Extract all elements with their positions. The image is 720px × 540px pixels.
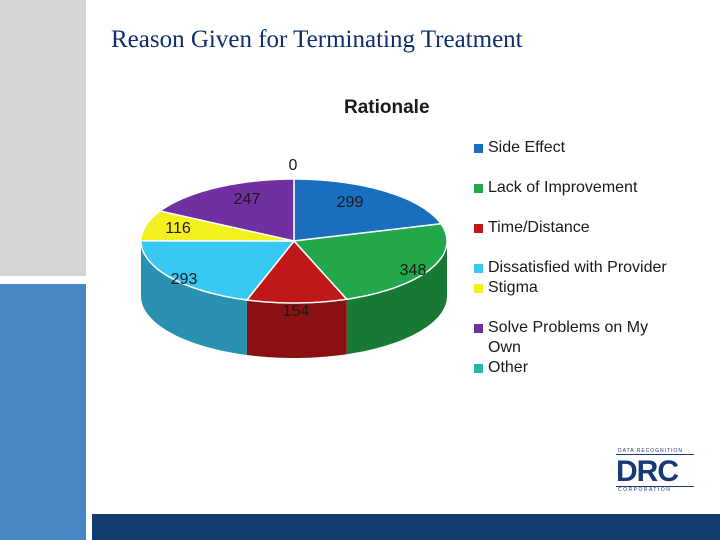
logo-rule-bottom <box>616 486 694 487</box>
logo-rule-top <box>616 454 694 455</box>
legend-swatch-time-distance <box>474 224 483 233</box>
pie-side-walls <box>141 241 447 358</box>
pie-slice-time-distance <box>245 239 349 304</box>
sidebar-divider <box>86 0 90 540</box>
pie-slice-side-effect <box>293 178 443 242</box>
legend-item-stigma: Stigma <box>474 278 684 298</box>
legend-label-dissatisfied: Dissatisfied with Provider <box>488 259 667 276</box>
pie-top-faces <box>140 178 448 304</box>
data-label-solve-problems-on-my-own: 247 <box>234 191 261 208</box>
pie-slice-solve-problems-on-my-own <box>158 178 295 242</box>
logo-bottom-text: CORPORATION <box>618 487 672 493</box>
chart-title: Rationale <box>344 97 430 118</box>
legend-swatch-solve-problems <box>474 324 483 333</box>
legend-swatch-dissatisfied <box>474 264 483 273</box>
legend-item-solve-problems: Solve Problems on My Own <box>474 318 684 358</box>
data-label-time-distance: 154 <box>283 303 310 320</box>
sidebar-lower-panel <box>0 284 86 540</box>
legend-swatch-other <box>474 364 483 373</box>
footer-bar <box>92 514 720 540</box>
pie-side-dissatisfied-with-provider <box>141 241 247 355</box>
slide-title: Reason Given for Terminating Treatment <box>111 26 523 53</box>
pie-data-labels: 299 348 154 293 116 247 0 <box>165 157 426 320</box>
logo-main-text: DRC <box>616 455 679 488</box>
legend-label-lack-of-improvement: Lack of Improvement <box>488 179 638 196</box>
chart-legend: Side Effect Lack of Improvement Time/Dis… <box>474 138 684 378</box>
data-label-stigma: 116 <box>165 220 191 237</box>
legend-label-time-distance: Time/Distance <box>488 219 590 236</box>
pie-slice-lack-of-improvement <box>292 223 448 300</box>
pie-slice-dissatisfied-with-provider <box>140 239 296 301</box>
logo-top-text: DATA RECOGNITION <box>618 448 683 454</box>
data-label-other: 0 <box>289 157 298 174</box>
legend-swatch-stigma <box>474 284 483 293</box>
drc-logo: DATA RECOGNITION DRC CORPORATION <box>616 448 696 498</box>
footer-bar-gap <box>86 514 92 540</box>
legend-swatch-side-effect <box>474 144 483 153</box>
legend-swatch-lack-of-improvement <box>474 184 483 193</box>
legend-item-time-distance: Time/Distance <box>474 218 684 238</box>
legend-item-dissatisfied: Dissatisfied with Provider <box>474 258 684 278</box>
data-label-side-effect: 299 <box>337 194 364 211</box>
legend-label-stigma: Stigma <box>488 279 538 296</box>
data-label-lack-of-improvement: 348 <box>400 262 427 279</box>
data-label-dissatisfied-with-provider: 293 <box>171 271 198 288</box>
legend-item-lack-of-improvement: Lack of Improvement <box>474 178 684 198</box>
sidebar-upper-panel <box>0 0 86 276</box>
legend-label-solve-problems: Solve Problems on My Own <box>488 319 649 356</box>
pie-slice-stigma <box>140 210 295 242</box>
legend-label-other: Other <box>488 359 529 376</box>
legend-label-side-effect: Side Effect <box>488 139 566 156</box>
pie-side-time-distance <box>246 299 347 358</box>
legend-item-other: Other <box>474 358 684 378</box>
legend-item-side-effect: Side Effect <box>474 138 684 158</box>
pie-side-lack-of-improvement <box>346 241 447 355</box>
